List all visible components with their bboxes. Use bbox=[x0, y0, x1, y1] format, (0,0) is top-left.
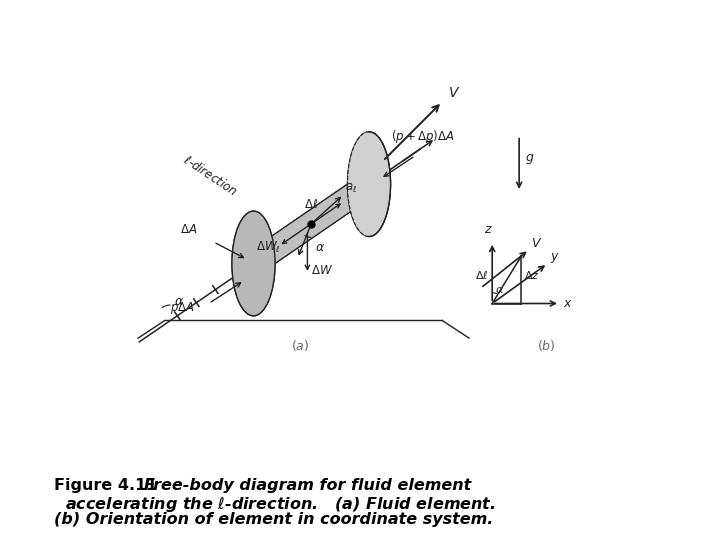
Text: Free-body diagram for fluid element: Free-body diagram for fluid element bbox=[144, 478, 472, 493]
Text: $\Delta W$: $\Delta W$ bbox=[311, 264, 333, 277]
Text: $(p + \Delta p)\Delta A$: $(p + \Delta p)\Delta A$ bbox=[390, 129, 454, 145]
Text: $g$: $g$ bbox=[525, 152, 534, 166]
Text: $\alpha$: $\alpha$ bbox=[315, 241, 325, 254]
Text: $\Delta\ell$: $\Delta\ell$ bbox=[475, 269, 489, 281]
Text: $(a)$: $(a)$ bbox=[291, 338, 309, 353]
Text: $\ell$-direction: $\ell$-direction bbox=[180, 152, 240, 199]
Text: $z$: $z$ bbox=[485, 222, 493, 235]
Polygon shape bbox=[232, 132, 390, 264]
Text: $x$: $x$ bbox=[563, 296, 573, 309]
Text: $\Delta W_\ell$: $\Delta W_\ell$ bbox=[256, 240, 280, 255]
Ellipse shape bbox=[348, 132, 390, 237]
Text: $(b)$: $(b)$ bbox=[537, 338, 555, 353]
Text: $V$: $V$ bbox=[448, 86, 460, 100]
Text: $y$: $y$ bbox=[550, 252, 559, 265]
Text: $V$: $V$ bbox=[531, 237, 542, 249]
Text: $p\Delta A$: $p\Delta A$ bbox=[171, 300, 195, 316]
Text: $\Delta\ell$: $\Delta\ell$ bbox=[304, 198, 318, 211]
Polygon shape bbox=[232, 184, 390, 316]
Text: Figure 4.11: Figure 4.11 bbox=[54, 478, 163, 493]
Text: $a_\ell$: $a_\ell$ bbox=[345, 181, 357, 195]
Text: $\Delta z$: $\Delta z$ bbox=[523, 269, 539, 281]
Text: $\Delta A$: $\Delta A$ bbox=[180, 222, 197, 235]
Text: (b) Orientation of element in coordinate system.: (b) Orientation of element in coordinate… bbox=[54, 512, 493, 528]
Text: $\alpha$: $\alpha$ bbox=[495, 285, 505, 295]
Ellipse shape bbox=[232, 211, 275, 316]
Text: $\alpha$: $\alpha$ bbox=[174, 295, 184, 308]
Text: accelerating the $\ell$-direction.   (a) Fluid element.: accelerating the $\ell$-direction. (a) F… bbox=[54, 495, 495, 514]
